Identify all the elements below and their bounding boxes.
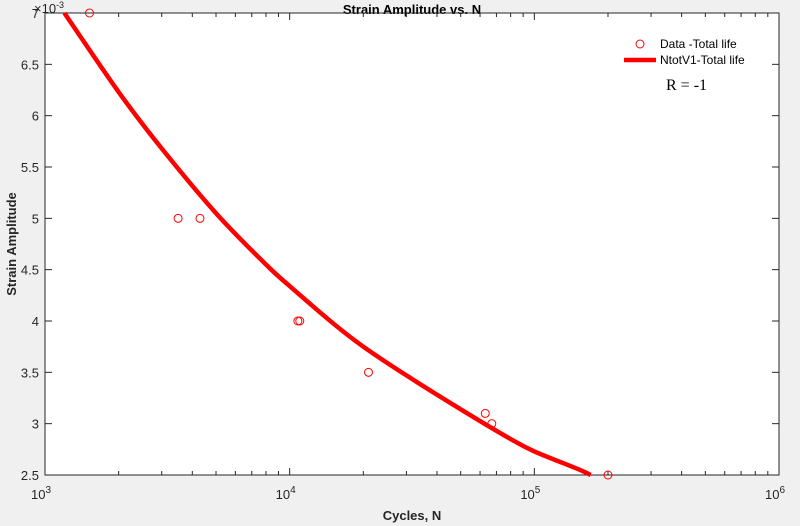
y-tick-label: 2.5 <box>21 468 39 483</box>
x-tick-label: 105 <box>520 485 540 502</box>
series-markers-data <box>84 8 613 480</box>
series-line-ntotv1 <box>62 11 592 478</box>
y-tick-label: 3 <box>32 417 39 432</box>
legend-label-data: Data -Total life <box>660 37 737 51</box>
data-point <box>195 213 205 223</box>
x-axis-label: Cycles, N <box>383 508 442 523</box>
data-point <box>295 316 305 326</box>
data-point <box>487 419 497 429</box>
y-tick-label: 5 <box>32 211 39 226</box>
axes-box <box>44 12 780 476</box>
data-point <box>84 8 94 18</box>
y-tick-label: 7 <box>32 6 39 21</box>
y-tick-label: 5.5 <box>21 160 39 175</box>
legend: Data -Total life NtotV1-Total life <box>620 33 770 77</box>
y-axis-label: Strain Amplitude <box>4 192 19 296</box>
x-tick-label: 104 <box>276 485 296 502</box>
y-ticks: 2.5 3 3.5 4 4.5 5 5.5 6 6.5 7 <box>21 6 779 483</box>
r-ratio-annotation: R = -1 <box>666 77 707 94</box>
y-tick-label: 4.5 <box>21 263 39 278</box>
y-tick-label: 6 <box>32 109 39 124</box>
axes <box>44 12 780 476</box>
x-ticks: 103 104 105 106 <box>31 13 785 502</box>
y-tick-label: 4 <box>32 314 39 329</box>
legend-label-ntotv1: NtotV1-Total life <box>660 53 745 67</box>
data-point <box>173 213 183 223</box>
y-tick-label: 6.5 <box>21 57 39 72</box>
data-point <box>364 367 374 377</box>
x-tick-label: 103 <box>31 485 51 502</box>
plot-area <box>45 13 779 475</box>
data-point <box>603 470 613 480</box>
legend-marker-data <box>635 39 645 49</box>
y-exponent-label: ×10-3 <box>34 0 64 16</box>
x-tick-label: 106 <box>765 485 785 502</box>
data-point <box>480 408 490 418</box>
y-tick-label: 3.5 <box>21 365 39 380</box>
